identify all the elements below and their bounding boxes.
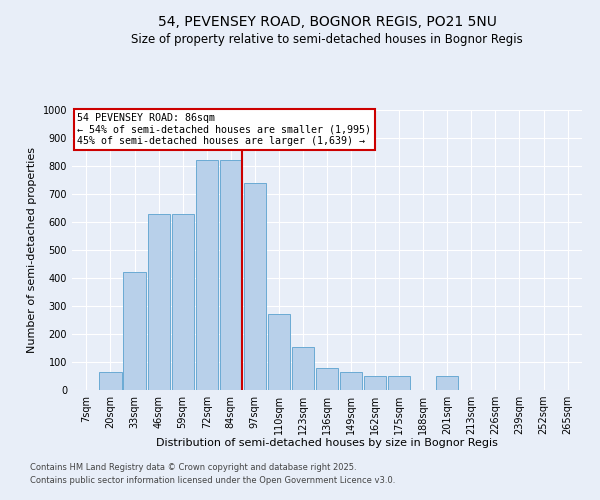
Bar [388,376,410,390]
Text: Size of property relative to semi-detached houses in Bognor Regis: Size of property relative to semi-detach… [131,32,523,46]
Bar [268,314,290,390]
Bar [220,160,242,390]
Bar [316,368,338,390]
Bar [148,214,170,390]
Text: Contains HM Land Registry data © Crown copyright and database right 2025.: Contains HM Land Registry data © Crown c… [30,464,356,472]
Bar [292,346,314,390]
Bar [124,272,146,390]
Bar [196,160,218,390]
Bar [172,214,194,390]
Y-axis label: Number of semi-detached properties: Number of semi-detached properties [27,147,37,353]
Text: 54 PEVENSEY ROAD: 86sqm
← 54% of semi-detached houses are smaller (1,995)
45% of: 54 PEVENSEY ROAD: 86sqm ← 54% of semi-de… [77,113,371,146]
Text: Contains public sector information licensed under the Open Government Licence v3: Contains public sector information licen… [30,476,395,485]
Bar [340,372,362,390]
Bar [100,372,122,390]
Bar [244,183,266,390]
Text: 54, PEVENSEY ROAD, BOGNOR REGIS, PO21 5NU: 54, PEVENSEY ROAD, BOGNOR REGIS, PO21 5N… [158,15,496,29]
Bar [436,376,458,390]
Bar [364,376,386,390]
Text: Distribution of semi-detached houses by size in Bognor Regis: Distribution of semi-detached houses by … [156,438,498,448]
